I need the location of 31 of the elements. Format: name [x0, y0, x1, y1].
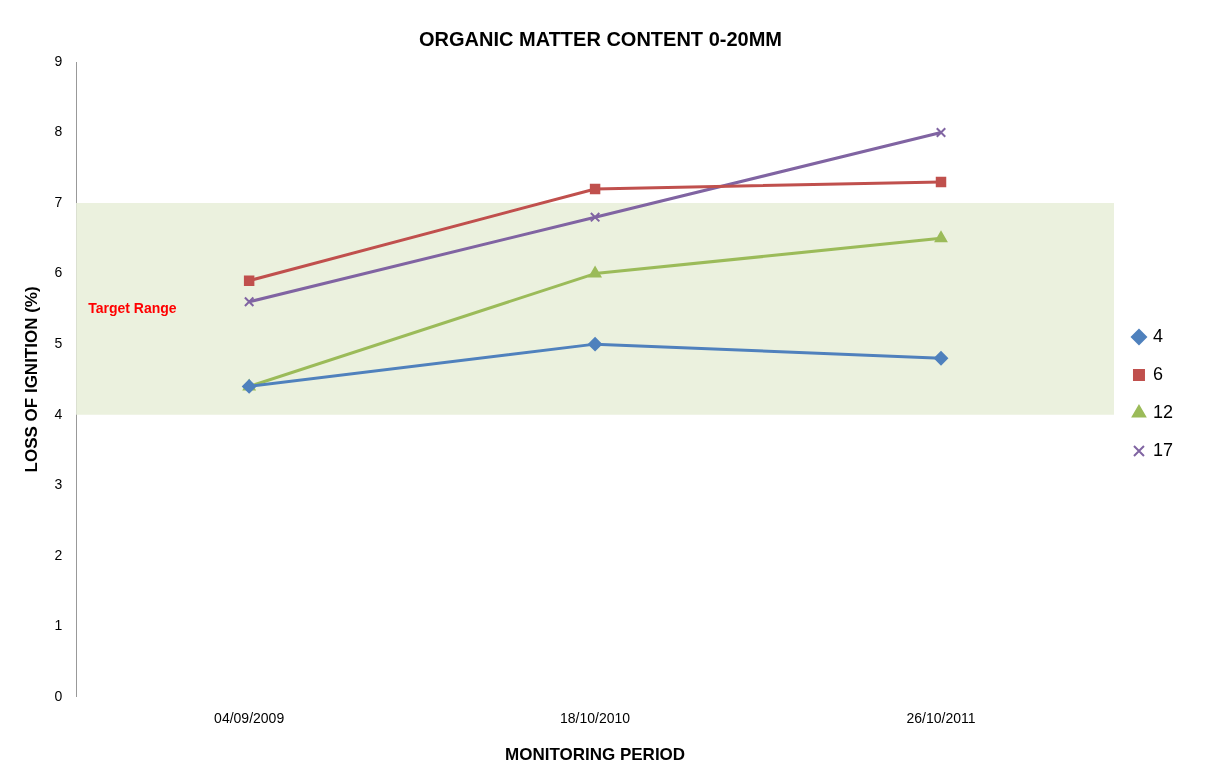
- x-axis-title: MONITORING PERIOD: [505, 745, 686, 765]
- x-tick-label: 26/10/2011: [906, 710, 976, 727]
- point: [588, 266, 602, 278]
- y-axis-title: LOSS OF IGNITION (%): [21, 286, 41, 473]
- legend-label: 4: [1152, 325, 1163, 346]
- point: [934, 231, 948, 243]
- y-tick-label: 1: [54, 617, 63, 634]
- y-tick-label: 6: [54, 264, 63, 281]
- y-tick-label: 2: [54, 546, 63, 563]
- point: [589, 211, 601, 223]
- point: [589, 183, 601, 195]
- y-tick-label: 3: [54, 476, 63, 493]
- y-tick-label: 5: [54, 334, 63, 351]
- y-tick-label: 7: [54, 193, 63, 210]
- point: [243, 296, 255, 308]
- band-label: Target Range: [88, 299, 177, 316]
- point: [935, 127, 947, 138]
- point: [934, 351, 949, 366]
- y-tick-label: 9: [54, 52, 63, 69]
- legend-label: 17: [1152, 439, 1174, 460]
- y-tick-label: 8: [54, 123, 63, 140]
- x-tick-label: 18/10/2010: [560, 710, 631, 727]
- legend-label: 12: [1152, 401, 1174, 422]
- legend-label: 6: [1152, 363, 1163, 384]
- chart-title: ORGANIC MATTER CONTENT 0-20MM: [419, 27, 782, 50]
- x-tick-label: 04/09/2009: [214, 710, 285, 727]
- y-tick-label: 0: [54, 687, 63, 704]
- point: [935, 176, 947, 188]
- point: [243, 275, 255, 286]
- y-tick-label: 4: [54, 405, 63, 422]
- point: [588, 337, 603, 352]
